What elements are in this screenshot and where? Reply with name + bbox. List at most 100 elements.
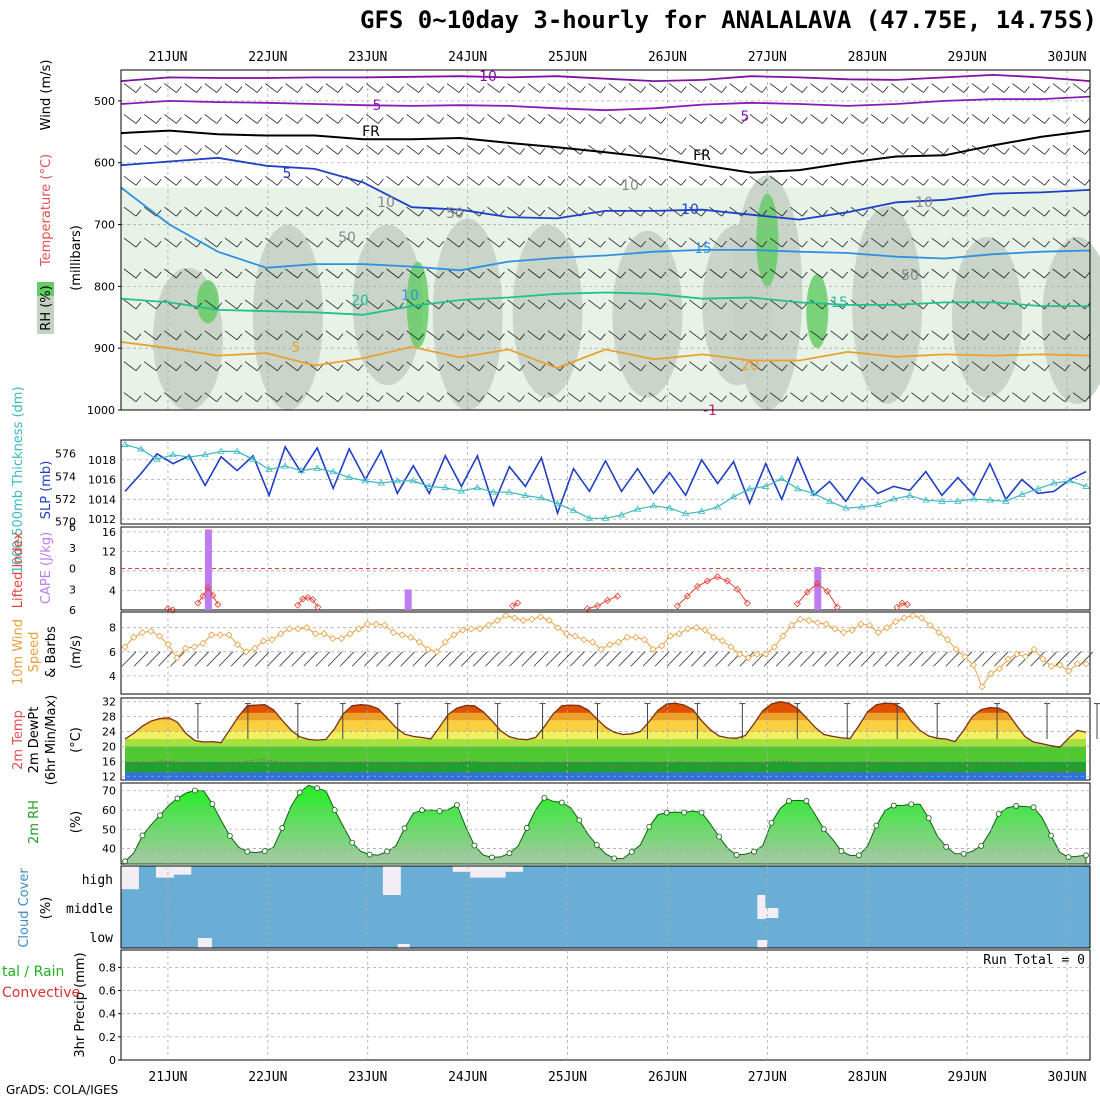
rh-patch xyxy=(252,224,323,410)
wind-axis-label-2: Speed xyxy=(27,632,42,673)
wind-speed-marker xyxy=(701,626,709,634)
bottom-date-label: 27JUN xyxy=(748,1070,787,1085)
wind-speed-marker xyxy=(675,630,683,638)
thickness-marker xyxy=(377,479,385,486)
contour-label: 50 xyxy=(338,230,356,246)
wind-speed-marker xyxy=(597,645,605,653)
lifted-index-marker xyxy=(713,573,721,581)
lifted-index-marker xyxy=(898,599,906,607)
cloud-gap xyxy=(762,908,779,918)
thickness-marker xyxy=(569,506,578,513)
cloud-gap xyxy=(513,866,524,872)
contour-label: 10 xyxy=(621,178,639,194)
bottom-date-label: 25JUN xyxy=(548,1070,587,1085)
cloud-axis-label: Cloud Cover xyxy=(17,868,32,948)
thickness-marker xyxy=(281,462,289,469)
wind-speed-marker xyxy=(242,648,250,656)
rh-marker xyxy=(558,799,565,806)
lifted-index-tick-label: 6 xyxy=(69,521,76,534)
slp-line xyxy=(124,445,1087,516)
thickness-marker xyxy=(201,450,209,458)
top-date-label: 28JUN xyxy=(848,50,887,65)
thickness-marker xyxy=(329,468,337,475)
wind-axis-label: Wind (m/s) xyxy=(39,60,54,131)
rh-tick-label: 70 xyxy=(102,785,116,798)
wind-tick-label: 6 xyxy=(109,646,116,659)
isotherm-FR xyxy=(120,129,1091,174)
lifted-index-tick-label: 0 xyxy=(69,563,76,576)
cloud-gap xyxy=(155,866,166,878)
wind-speed-marker xyxy=(883,624,891,632)
thickness-marker xyxy=(1018,490,1026,497)
isotherm-5 xyxy=(120,95,1091,112)
cloud-gap xyxy=(487,866,497,878)
wind-speed-marker xyxy=(441,638,449,646)
wind-speed-marker xyxy=(1013,650,1021,658)
wind-speed-marker xyxy=(961,653,969,661)
rh-marker xyxy=(1048,832,1054,839)
temperature-band xyxy=(125,772,1086,780)
lifted-index-marker xyxy=(209,591,217,600)
thickness-marker xyxy=(233,447,241,454)
wind-speed-marker xyxy=(788,621,796,629)
rh-marker xyxy=(314,785,321,792)
wind-speed-marker xyxy=(710,633,718,641)
wind-speed-marker xyxy=(562,630,571,638)
wind-speed-marker xyxy=(857,620,865,628)
temperature-band xyxy=(125,739,1086,747)
rh-marker xyxy=(576,817,583,824)
cloud-gap xyxy=(478,866,489,878)
contour-label: 15 xyxy=(830,295,848,311)
rh-marker xyxy=(366,851,373,858)
temp-tick-label: 16 xyxy=(102,755,116,768)
wind-speed-marker xyxy=(363,620,371,628)
wind-speed-marker xyxy=(917,614,926,622)
thickness-marker xyxy=(169,450,177,458)
lifted-index-line xyxy=(512,602,518,607)
temp-axis-label-4: (°C) xyxy=(69,727,84,753)
lifted-index-line xyxy=(197,586,219,605)
wind-speed-marker xyxy=(865,621,874,629)
rh-marker xyxy=(908,801,915,808)
thickness-marker xyxy=(153,455,161,462)
temp-axis-label-2: 2m DewPt xyxy=(27,707,42,774)
rh-marker xyxy=(419,807,425,814)
rh-patch xyxy=(432,218,503,410)
wind-speed-marker xyxy=(337,634,346,643)
wind-speed-marker xyxy=(182,644,190,652)
wind-speed-line xyxy=(124,615,1086,688)
cape-bar xyxy=(204,529,212,610)
cape-bar xyxy=(404,589,412,610)
wind-speed-marker xyxy=(840,628,848,637)
bottom-date-label: 21JUN xyxy=(148,1070,187,1085)
lifted-index-marker xyxy=(294,601,302,609)
wind-speed-marker xyxy=(606,640,614,649)
wind-speed-marker xyxy=(407,633,415,641)
bottom-date-label: 28JUN xyxy=(848,1070,887,1085)
wind-speed-marker xyxy=(1056,661,1064,669)
thickness-marker xyxy=(473,483,482,491)
thickness-marker xyxy=(761,482,770,489)
wind-speed-marker xyxy=(320,630,328,638)
rh-marker xyxy=(436,808,443,814)
temp-tick-label: 32 xyxy=(102,696,116,709)
thickness-marker xyxy=(713,503,722,510)
cloud-gap xyxy=(129,866,139,890)
contour-label: 10 xyxy=(377,195,395,211)
wind-speed-marker xyxy=(632,633,640,641)
rh-marker xyxy=(663,809,670,816)
cloud-gap xyxy=(757,895,766,919)
wind-speed-marker xyxy=(398,631,406,639)
cloud-level-label: middle xyxy=(66,902,113,917)
top-date-label: 23JUN xyxy=(348,50,387,65)
wind-speed-marker xyxy=(770,643,778,651)
wind-speed-marker xyxy=(666,632,674,640)
rh2m-axis-label: 2m RH xyxy=(27,800,42,844)
contour-label: 10 xyxy=(479,69,497,85)
lifted-index-marker xyxy=(803,588,811,596)
rh-marker xyxy=(471,842,478,849)
rh-marker xyxy=(523,825,530,831)
lifted-index-marker xyxy=(703,577,711,585)
contour-label: 20 xyxy=(351,293,369,309)
wind-speed-marker xyxy=(727,643,735,651)
